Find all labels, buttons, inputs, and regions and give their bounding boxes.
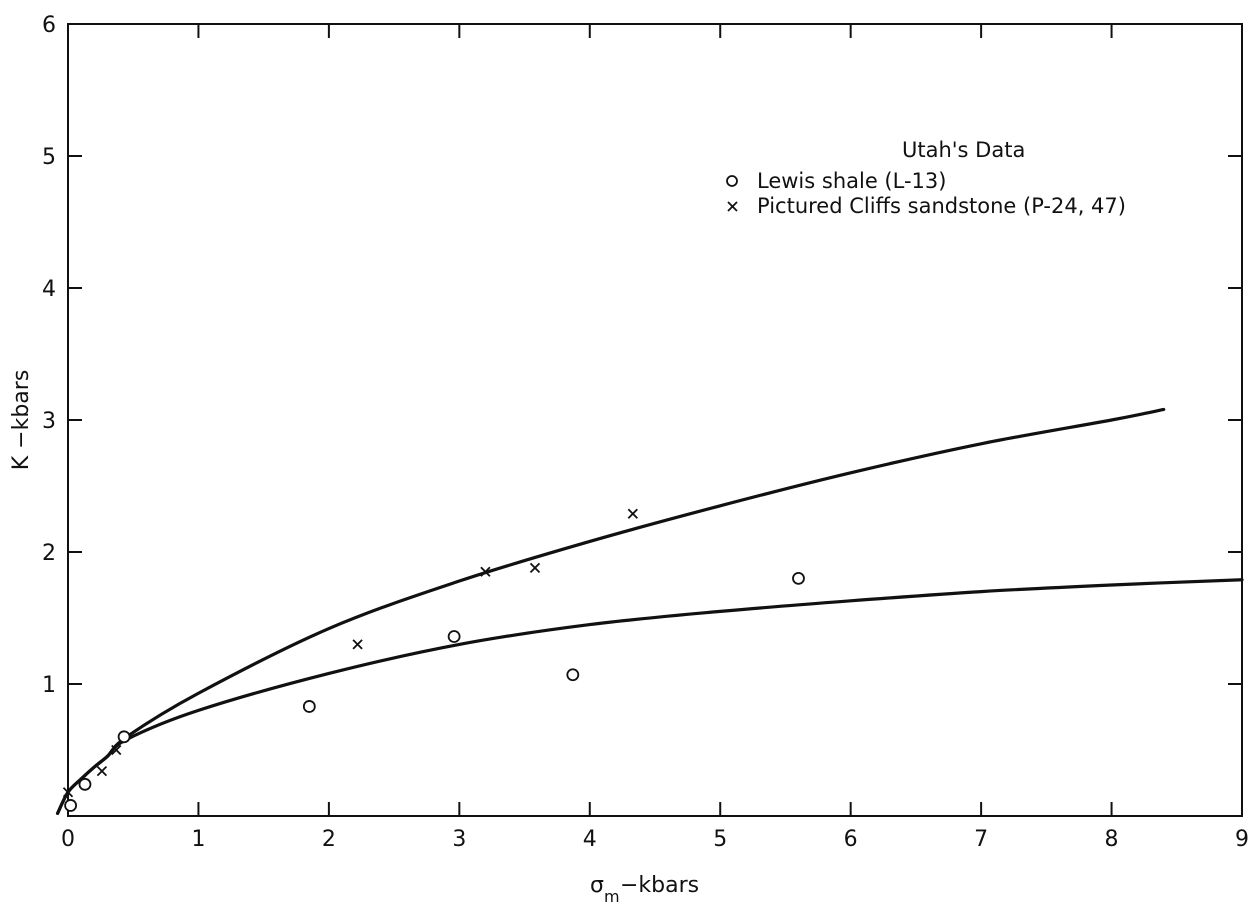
data-point-x [529,562,541,573]
data-point-x-stroke [111,744,122,756]
y-tick-label: 5 [42,145,56,170]
data-point-x-stroke [96,765,108,777]
data-point-x-stroke [529,562,541,573]
legend-label-pictured-cliffs: Pictured Cliffs sandstone (P-24, 47) [757,194,1126,218]
x-axis-symbol: σ [590,873,604,898]
x-tick-label: 3 [452,827,466,852]
legend-marker-circle [726,175,738,187]
data-point-circle [792,572,805,585]
data-point-x [62,787,74,798]
data-point-circle [566,668,580,682]
legend-title: Utah's Data [902,138,1025,162]
x-tick-label: 2 [322,827,336,852]
data-point-circle [78,777,92,791]
x-tick-label: 9 [1235,827,1248,852]
data-point-x [111,744,122,756]
x-tick-label: 1 [191,827,205,852]
data-point-x [627,508,638,519]
fit-curve [55,578,1244,815]
legend: Utah's Data Lewis shale (L-13) Pictured … [726,138,1126,218]
data-points [62,508,805,812]
y-tick-label: 2 [42,541,56,566]
data-point-circle [64,799,78,812]
y-tick-label: 4 [42,277,56,302]
legend-label-lewis: Lewis shale (L-13) [757,169,946,193]
data-point-x [352,639,363,650]
x-tick-label: 4 [583,827,597,852]
x-axis-title: σ m −kbars [590,873,699,906]
data-point-x-stroke [62,787,74,798]
y-axis-title: K −kbars [9,370,34,471]
x-tick-label: 5 [713,827,727,852]
data-point-x [96,765,108,777]
data-point-circle [447,630,461,643]
y-tick-label: 1 [42,673,56,698]
ticks: 0 1 2 3 4 5 6 7 8 9 1 2 3 4 5 6 [42,13,1248,852]
y-tick-label: 3 [42,409,56,434]
fit-curves [55,407,1244,815]
y-tick-label: 6 [42,13,56,38]
x-tick-label: 0 [61,827,75,852]
legend-marker-x [727,201,738,212]
data-point-x-stroke [352,639,363,650]
x-tick-label: 7 [974,827,988,852]
data-point-circle [302,700,316,713]
x-tick-label: 8 [1105,827,1119,852]
data-point-x-stroke [627,508,638,519]
data-point-x [480,566,491,577]
fit-curve [55,407,1166,815]
data-point-x-stroke [480,566,491,577]
x-axis-suffix: −kbars [620,873,699,898]
x-tick-label: 6 [844,827,858,852]
data-point-circle [117,730,131,744]
x-axis-subscript: m [604,887,620,906]
